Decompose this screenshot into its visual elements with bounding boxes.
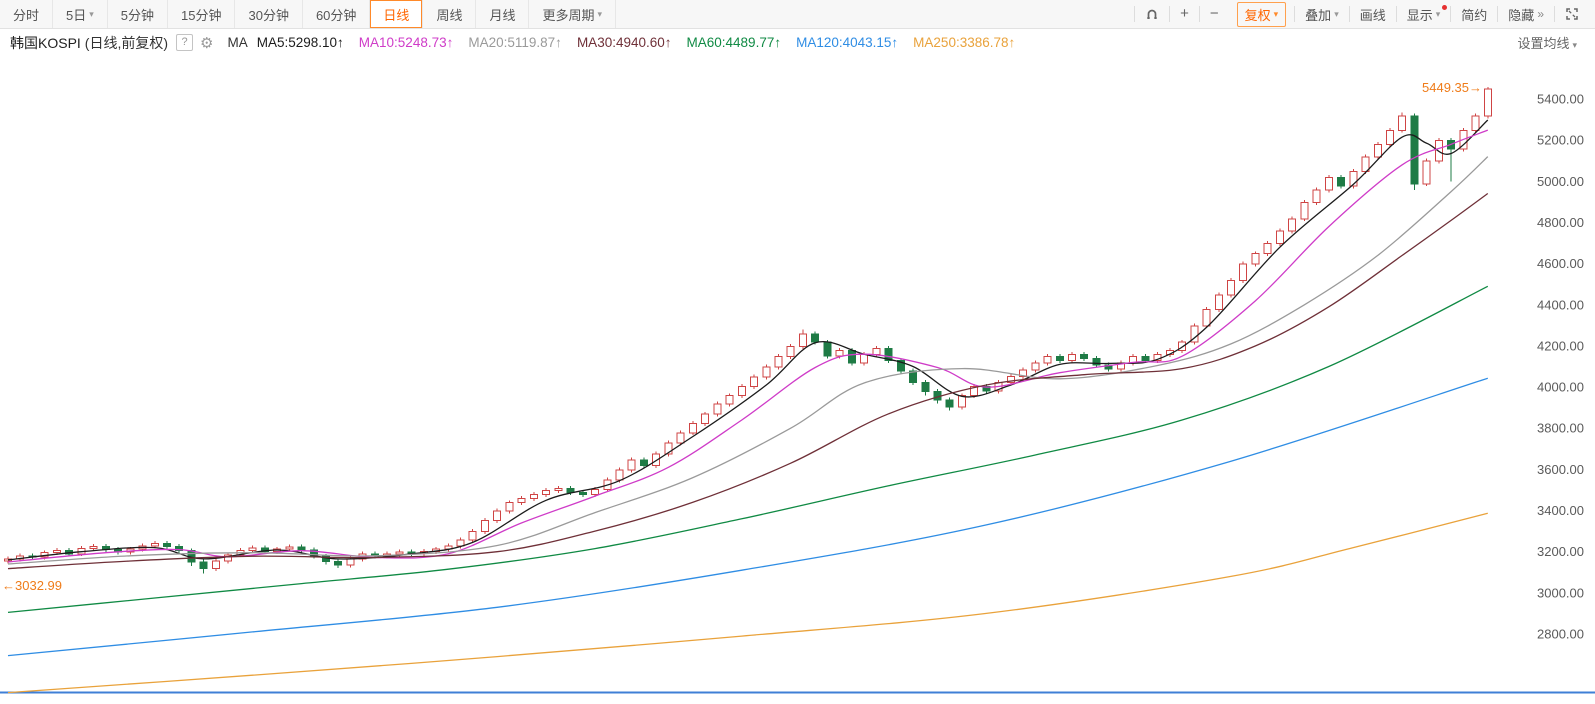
period-tab-分时[interactable]: 分时 [0,0,54,28]
ma-legend-ma20: MA20:5119.87↑ [468,35,562,50]
ma-legend-ma30: MA30:4940.60↑ [576,35,672,50]
tool-label: 复权 [1244,7,1271,23]
period-tab-月线[interactable]: 月线 [476,0,530,28]
chart-area[interactable]: 5400.00 5200.00 5000.00 4800.00 4600.00 4400.… [0,56,1595,704]
period-toolbar: 分时 5日 ▾ 5分钟 15分钟 30分钟 60分钟 日线 周线 月线 更多周期 ▾ + − 复权 ▾ 叠加 ▾… [0,0,1595,29]
period-tab-5分钟[interactable]: 5分钟 [108,0,169,28]
period-tab-周线[interactable]: 周线 [423,0,477,28]
left-edge-price-label: ←3032.99 [2,578,62,593]
symbol-period-note: (日线,前复权) [84,34,169,51]
zoom-in-button[interactable]: + [1169,6,1199,22]
legend-row: 韩国KOSPI (日线,前复权) ? ⚙ MA MA5:5298.10↑ MA10… [0,29,1595,56]
y-axis-tick: 4800.00 [1537,215,1584,230]
notification-dot [1442,5,1448,10]
tool-label: 简约 [1461,7,1488,23]
ma-legend: MA5:5298.10↑ MA10:5248.73↑ MA20:5119.87↑ MA… [257,35,1031,50]
y-axis-tick: 3800.00 [1537,421,1584,436]
tab-label: 日线 [383,7,410,23]
period-tab-15分钟[interactable]: 15分钟 [168,0,236,28]
y-axis-tick: 4400.00 [1537,297,1584,312]
toolbar-tools: + − 复权 ▾ 叠加 ▾ 画线 显示 ▾ 简约 隐藏» [1134,0,1595,28]
fullscreen-icon[interactable] [1554,6,1589,22]
ma-legend-ma60: MA60:4489.77↑ [686,35,782,50]
y-axis-tick: 3600.00 [1537,462,1584,477]
y-axis-tick: 4600.00 [1537,256,1584,271]
period-tab-30分钟[interactable]: 30分钟 [235,0,303,28]
tool-label: 隐藏 [1508,7,1535,23]
zoom-out-button[interactable]: − [1198,5,1229,22]
tool-label: − [1209,5,1219,22]
tab-label: 分时 [13,7,40,23]
symbol-title: 韩国KOSPI [10,34,81,51]
candlestick-chart[interactable]: 5400.00 5200.00 5000.00 4800.00 4600.00 4400.… [0,56,1595,704]
y-axis-tick: 4000.00 [1537,380,1584,395]
ma-line-ma60 [7,285,1489,614]
latest-price-label: 5449.35→ [1422,80,1482,95]
period-tab-更多周期[interactable]: 更多周期 ▾ [529,0,617,28]
tab-label: 更多周期 [542,7,595,23]
display-button[interactable]: 显示 ▾ [1395,5,1451,23]
hide-button[interactable]: 隐藏» [1497,6,1554,23]
y-axis-labels: 5400.00 5200.00 5000.00 4800.00 4600.00 4400.… [1537,92,1584,642]
ma-legend-ma120: MA120:4043.15↑ [796,35,899,50]
ma-legend-ma5: MA5:5298.10↑ [256,35,344,50]
y-axis-tick: 5400.00 [1537,92,1584,107]
y-axis-tick: 2800.00 [1537,627,1584,642]
simple-mode-button[interactable]: 简约 [1450,6,1497,23]
tab-label: 30分钟 [248,7,289,23]
tab-label: 60分钟 [315,7,357,23]
adjust-mode-button[interactable]: 复权 ▾ [1236,1,1287,27]
ma-settings-button[interactable]: 设置均线 ▾ [1517,33,1585,52]
y-axis-tick: 3200.00 [1537,544,1584,559]
ma-line-ma10 [7,129,1489,563]
ma-lines-layer [7,119,1489,694]
tab-label: 月线 [489,7,516,23]
ma-legend-ma250: MA250:3386.78↑ [913,35,1016,50]
tool-label: 叠加 [1305,7,1332,23]
caret-down-icon: ▾ [89,8,94,19]
tool-label: 显示 [1406,7,1433,23]
ma-line-ma120 [7,377,1488,657]
tab-label: 周线 [436,7,463,23]
overlay-button[interactable]: 叠加 ▾ [1294,6,1349,23]
chevrons-right-icon: » [1537,7,1544,21]
magnet-icon[interactable] [1134,6,1169,22]
y-axis-tick: 3400.00 [1537,503,1584,518]
gear-icon[interactable]: ⚙ [200,34,214,52]
fullscreen-icon [1566,8,1578,20]
ma-line-ma250 [7,512,1488,694]
help-icon[interactable]: ? [176,34,194,51]
ma-line-ma30 [7,192,1489,570]
ma-legend-ma10: MA10:5248.73↑ [358,35,454,50]
caret-down-icon: ▾ [1334,8,1339,19]
y-axis-tick: 3000.00 [1537,585,1584,600]
tab-label: 5分钟 [120,7,155,23]
draw-line-button[interactable]: 画线 [1348,6,1396,23]
magnet-icon [1147,9,1157,19]
ma-prefix: MA [227,35,248,50]
y-axis-tick: 5000.00 [1537,174,1584,189]
caret-down-icon: ▾ [1435,8,1441,19]
y-axis-tick: 4200.00 [1537,338,1584,353]
tab-label: 15分钟 [181,7,222,23]
caret-down-icon: ▾ [1572,40,1577,50]
period-tab-日线[interactable]: 日线 [370,0,424,28]
period-tab-5日[interactable]: 5日 ▾ [53,0,108,28]
period-tab-60分钟[interactable]: 60分钟 [303,0,371,28]
ma-line-ma5 [7,119,1489,561]
ma-settings-label: 设置均线 [1517,36,1570,51]
ma-line-ma20 [7,156,1489,565]
candles-layer [4,87,1492,574]
tool-label: 画线 [1359,7,1386,23]
period-tabs: 分时 5日 ▾ 5分钟 15分钟 30分钟 60分钟 日线 周线 月线 更多周期 ▾ [0,0,617,28]
tool-label: + [1180,5,1189,22]
tab-label: 5日 [66,7,87,23]
y-axis-tick: 5200.00 [1537,133,1584,148]
caret-down-icon: ▾ [1273,8,1279,19]
caret-down-icon: ▾ [597,8,603,19]
